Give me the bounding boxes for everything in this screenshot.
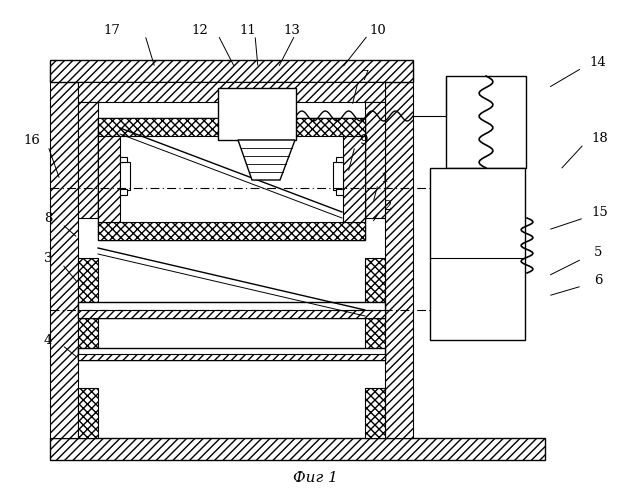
Text: 7: 7: [361, 69, 369, 82]
Bar: [365, 388, 385, 438]
Bar: [120, 162, 130, 190]
Bar: [78, 102, 98, 218]
Text: 10: 10: [370, 23, 387, 37]
Bar: [78, 348, 385, 360]
Bar: [98, 222, 365, 240]
Text: 1: 1: [381, 171, 389, 184]
Text: 17: 17: [104, 23, 120, 37]
Bar: [98, 118, 365, 240]
Text: 2: 2: [383, 200, 391, 212]
Bar: [218, 88, 296, 140]
Text: 9: 9: [359, 134, 367, 146]
Bar: [343, 136, 365, 222]
Bar: [78, 388, 98, 438]
Text: 15: 15: [591, 205, 609, 219]
Text: 11: 11: [239, 23, 257, 37]
Bar: [385, 68, 413, 438]
Bar: [50, 68, 78, 438]
Bar: [365, 258, 385, 358]
Bar: [336, 157, 343, 162]
Bar: [78, 310, 385, 318]
Bar: [78, 302, 385, 318]
Text: 14: 14: [589, 57, 606, 69]
Bar: [78, 258, 98, 358]
Bar: [333, 162, 343, 190]
Text: 18: 18: [591, 131, 609, 144]
Text: 8: 8: [44, 211, 52, 224]
Text: Фиг 1: Фиг 1: [292, 471, 337, 485]
Bar: [446, 76, 526, 168]
Bar: [50, 60, 413, 82]
Bar: [78, 82, 385, 102]
Text: 16: 16: [24, 134, 40, 146]
Bar: [98, 136, 120, 222]
Text: 12: 12: [191, 23, 209, 37]
Bar: [120, 189, 127, 195]
Text: 3: 3: [44, 251, 52, 264]
Bar: [365, 102, 385, 218]
Text: 4: 4: [44, 333, 52, 346]
Text: 13: 13: [284, 23, 300, 37]
Text: 6: 6: [594, 273, 602, 286]
Polygon shape: [238, 140, 295, 180]
Bar: [336, 189, 343, 195]
Text: 5: 5: [594, 246, 602, 260]
Bar: [120, 157, 127, 162]
Bar: [98, 118, 365, 136]
Bar: [50, 438, 545, 460]
Bar: [78, 354, 385, 360]
Bar: [430, 168, 525, 340]
